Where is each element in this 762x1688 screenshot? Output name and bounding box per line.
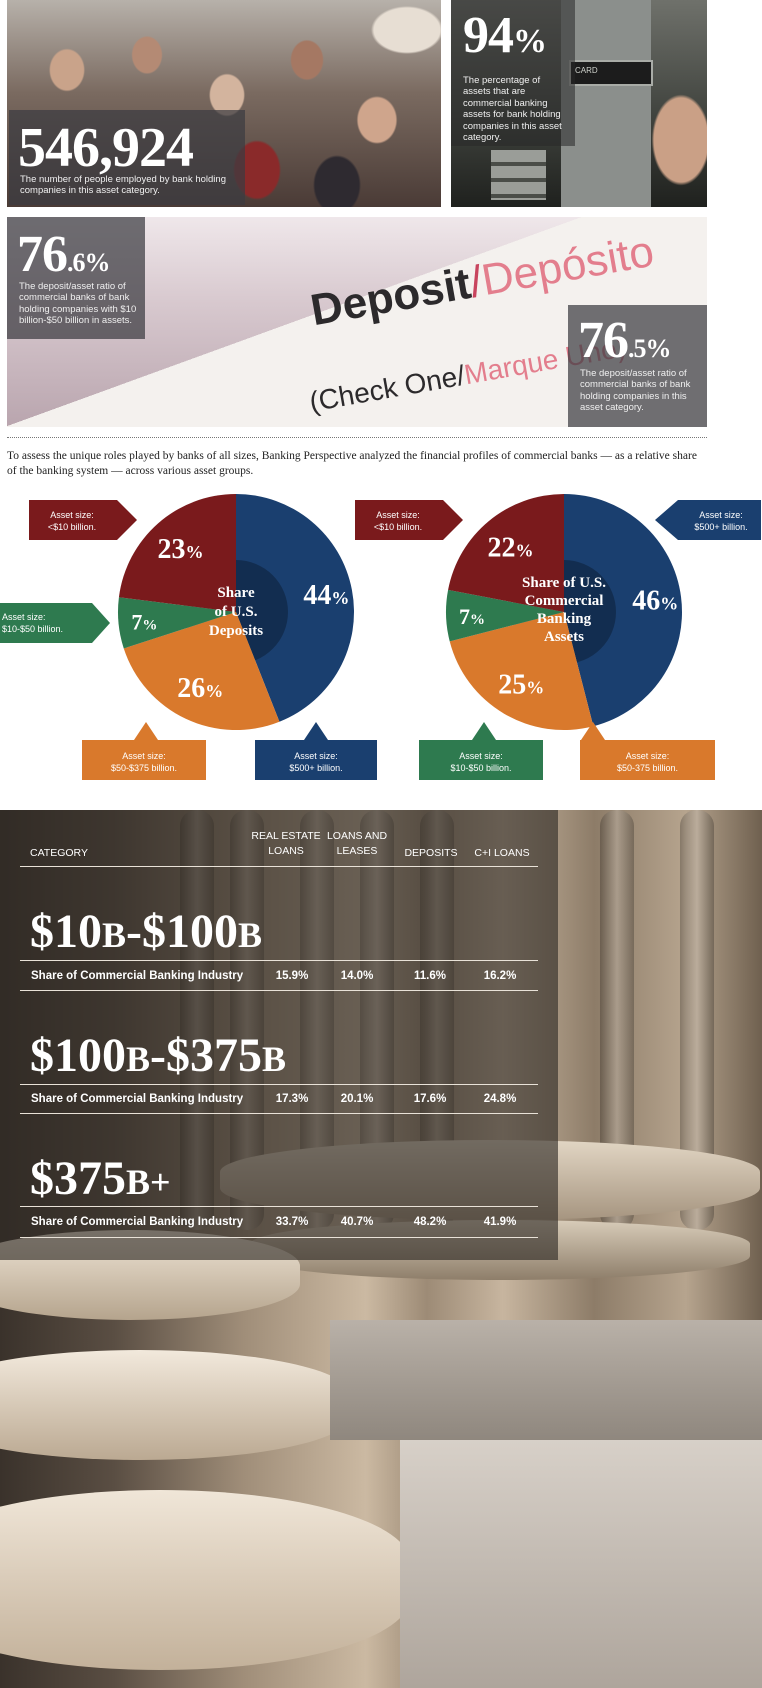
row-label: Share of Commercial Banking Industry [31,1216,244,1228]
atm-keypad [491,150,546,200]
deposit-slip-photo: Deposit/Depósito (Check One/Marque Uno) … [7,217,707,427]
donut-slice [448,494,564,612]
callout-right-large-shape [580,722,715,780]
row-label: Share of Commercial Banking Industry [31,970,244,982]
callout-right-xlarge: Asset size: $500+ billion. [694,510,748,532]
stone-step [330,1320,762,1440]
col-header-real-estate: REAL ESTATE LOANS [251,830,321,857]
donut-slice [118,494,236,612]
assets-donut-title: Share of U.S. Commercial Banking Assets [522,575,606,645]
asset-share-number: 94% [463,7,547,64]
ratio-small-stat: 76.6% The deposit/asset ratio of commerc… [7,217,145,339]
donut-slice [564,494,682,727]
table-overlay [0,810,558,1260]
cell-value: 33.7% [275,1216,309,1228]
callout-left-small: Asset size: <$10 billion. [47,510,97,532]
donut-slice-label: 22% [487,532,533,563]
donut-slice-label: 26% [177,673,223,704]
donut-slice-label: 25% [498,669,544,700]
callout-left-mid-shape [0,603,110,643]
section-divider [7,437,707,438]
ratio-large-stat: 76.5% The deposit/asset ratio of commerc… [568,305,707,427]
callout-right-small-shape [355,500,463,540]
donut-slice [236,494,354,722]
card-slot [569,60,653,86]
callout-right-large: Asset size: $50-375 billion. [616,751,679,773]
callout-right-small: Asset size: <$10 billion. [373,510,423,532]
col-header-category: CATEGORY [30,847,88,859]
cell-value: 16.2% [483,970,517,982]
row-rule [20,1206,538,1207]
cell-value: 11.6% [414,970,446,982]
employees-caption: The number of people employed by bank ho… [20,174,226,197]
cell-value: 40.7% [340,1216,374,1228]
column-base [0,1350,350,1460]
donut-slice-label: 7% [459,604,485,629]
cell-value: 41.9% [483,1216,517,1228]
employees-value: 546,924 [18,117,194,179]
column-base [0,1490,410,1670]
donut-slice-label: 23% [157,534,203,565]
cell-value: 14.0% [340,970,374,982]
callout-arrows [0,500,761,780]
row-rule [20,1113,538,1114]
col-header-ci-loans: C+I LOANS [474,847,530,859]
crowd-photo: 546,924 The number of people employed by… [7,0,441,207]
callout-left-small-shape [29,500,137,540]
donut-slice [449,612,594,730]
col-header-deposits: DEPOSITS [404,847,458,859]
callout-right-mid-shape [419,722,543,780]
ratio-large-number: 76.5% [578,312,671,369]
row-label: Share of Commercial Banking Industry [31,1093,244,1105]
cell-value: 48.2% [413,1216,447,1228]
employees-stat: 546,924 The number of people employed by… [9,110,245,205]
range-heading-10b-100b: $10B-$100B [30,905,263,958]
row-rule [20,990,538,991]
cell-value: 24.8% [483,1093,517,1105]
range-heading-100b-375b: $100B-$375B [30,1029,287,1082]
ratio-small-number: 76.6% [17,226,110,283]
callout-right-xlarge-shape [655,500,761,540]
ratio-large-caption: The deposit/asset ratio of commercial ba… [580,368,691,414]
donut-slice [117,597,236,649]
asset-share-caption: The percentage of assets that are commer… [463,75,562,143]
callout-left-large-shape [82,722,206,780]
stone-step [400,1440,762,1688]
deposits-donut-chart: 44% 26% 7% 23% [117,494,354,730]
deposits-donut-title: Share of U.S. Deposits [208,585,264,639]
intro-paragraph: To assess the unique roles played by ban… [7,450,697,477]
donut-slice-label: 46% [632,585,678,616]
cell-value: 15.9% [275,970,309,982]
donut-slice [446,589,564,642]
callout-left-xlarge-shape [255,722,377,780]
cell-value: 17.3% [275,1093,309,1105]
donut-slice [123,612,280,730]
cell-value: 17.6% [413,1093,447,1105]
card-text: CARD [575,66,598,75]
row-rule [20,1237,538,1238]
atm-photo: CARD 94% The percentage of assets that a… [451,0,707,207]
ratio-small-caption: The deposit/asset ratio of commercial ba… [19,281,137,327]
cell-value: 20.1% [340,1093,374,1105]
col-header-loans-leases: LOANS AND LEASES [326,830,388,857]
callout-left-xlarge: Asset size: $500+ billion. [289,751,343,773]
callout-left-large: Asset size: $50-$375 billion. [110,751,178,773]
assets-donut-chart: 46% 25% 7% 22% [446,494,682,730]
header-rule [20,866,538,867]
row-rule [20,960,538,961]
range-heading-375b-plus: $375B+ [30,1152,171,1205]
asset-share-stat: 94% The percentage of assets that are co… [451,0,575,146]
callout-left-mid: Asset size: $10-$50 billion. [2,612,64,634]
donut-slice-label: 7% [131,610,157,635]
callout-right-mid: Asset size: $10-$50 billion. [450,751,512,773]
row-rule [20,1084,538,1085]
donut-slice-label: 44% [303,580,349,611]
